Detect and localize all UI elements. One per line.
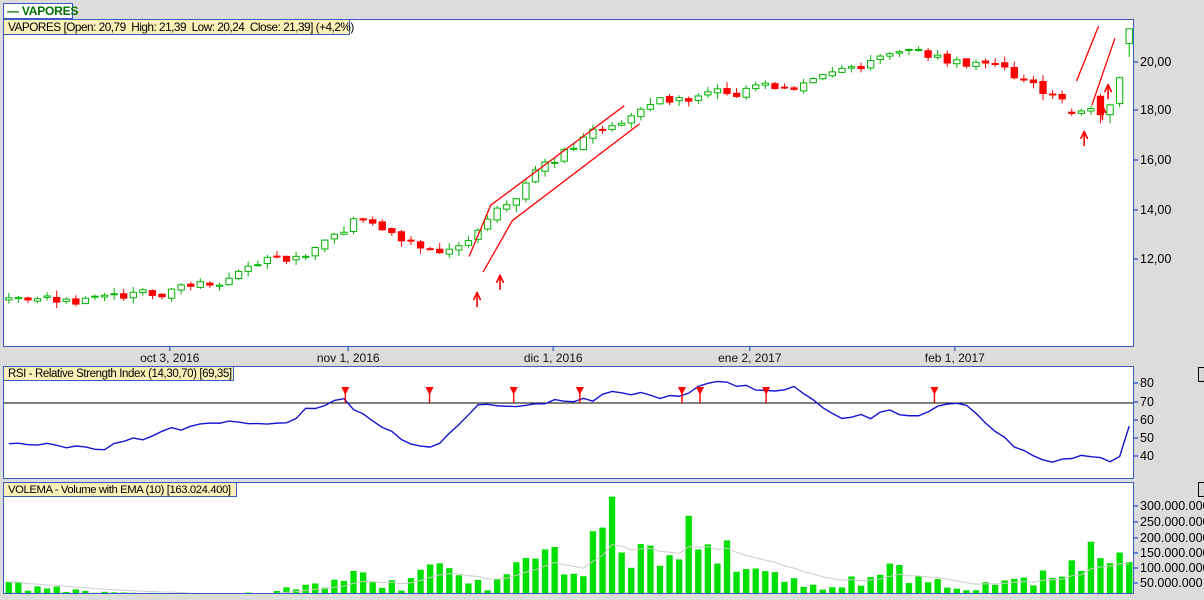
svg-text:70: 70 <box>1140 395 1154 409</box>
svg-text:20,00: 20,00 <box>1140 55 1171 69</box>
svg-text:40: 40 <box>1140 449 1154 463</box>
svg-text:250.000.000: 250.000.000 <box>1140 515 1204 529</box>
svg-text:60: 60 <box>1140 413 1154 427</box>
svg-text:50: 50 <box>1140 431 1154 445</box>
svg-text:100.000.000: 100.000.000 <box>1140 561 1204 575</box>
svg-text:50.000.000: 50.000.000 <box>1140 576 1203 590</box>
svg-text:oct 3, 2016: oct 3, 2016 <box>140 351 200 365</box>
svg-text:80: 80 <box>1140 376 1154 390</box>
svg-text:150.000.000: 150.000.000 <box>1140 546 1204 560</box>
svg-text:nov 1, 2016: nov 1, 2016 <box>317 351 380 365</box>
svg-text:200.000.000: 200.000.000 <box>1140 531 1204 545</box>
svg-text:feb 1, 2017: feb 1, 2017 <box>925 351 985 365</box>
svg-text:16,00: 16,00 <box>1140 153 1171 167</box>
svg-text:dic 1, 2016: dic 1, 2016 <box>524 351 583 365</box>
svg-text:300.000.000: 300.000.000 <box>1140 499 1204 513</box>
svg-text:ene 2, 2017: ene 2, 2017 <box>718 351 782 365</box>
svg-text:14,00: 14,00 <box>1140 203 1171 217</box>
svg-text:12,00: 12,00 <box>1140 252 1171 266</box>
svg-text:18,00: 18,00 <box>1140 103 1171 117</box>
